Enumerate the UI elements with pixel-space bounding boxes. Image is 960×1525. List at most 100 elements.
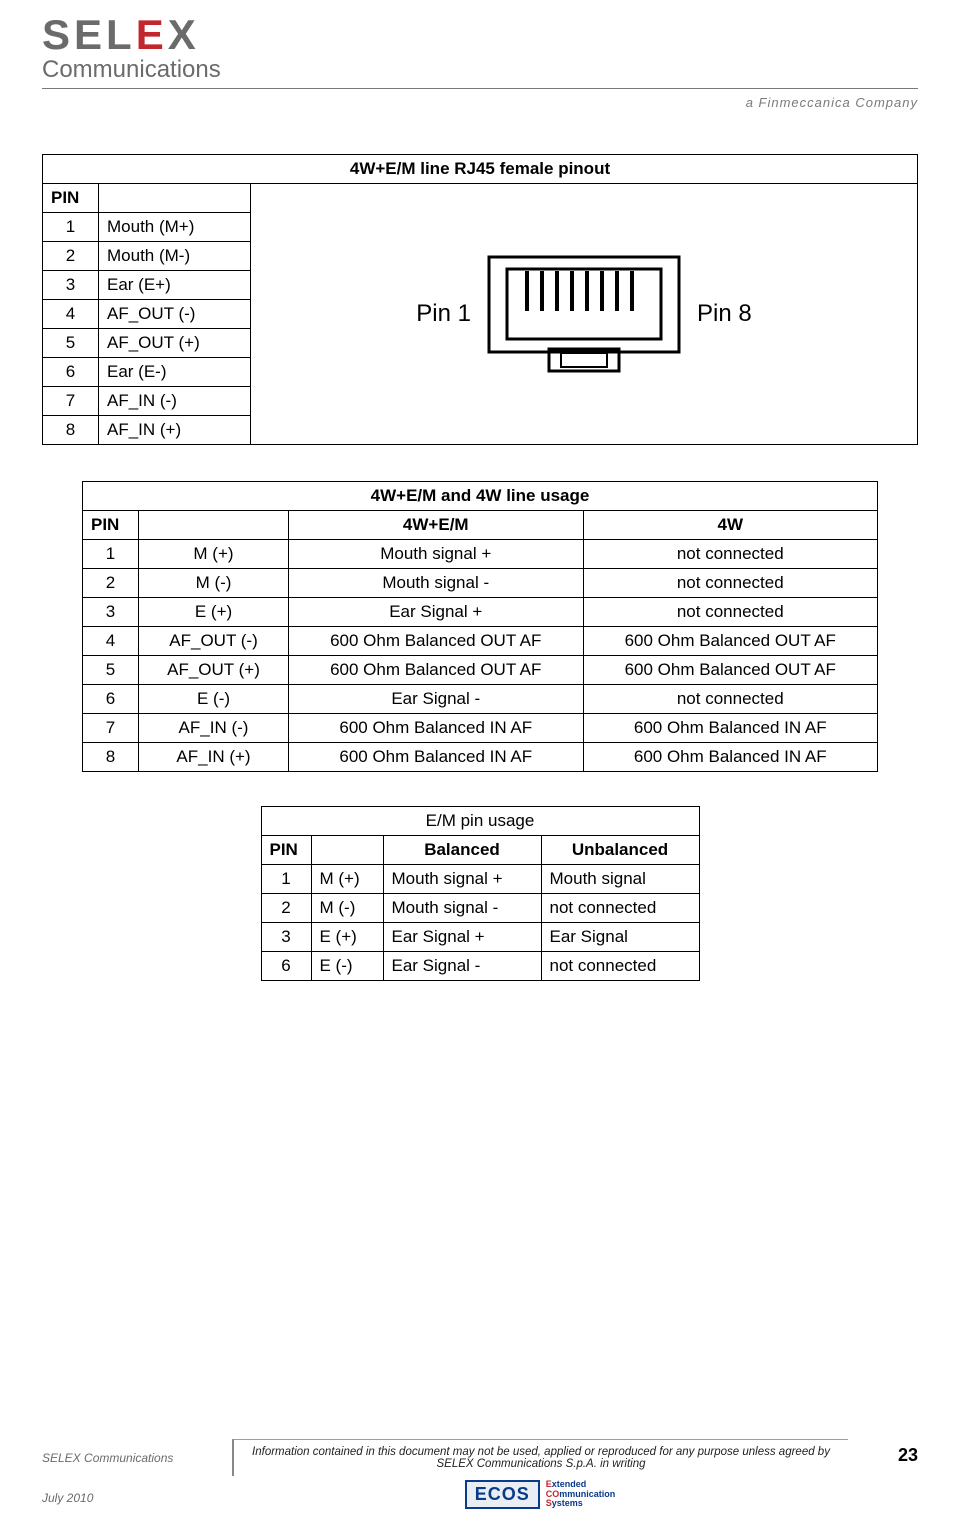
cell: AF_IN (+) [139,742,289,771]
cell: AF_IN (-) [139,713,289,742]
cell: Ear Signal + [289,597,584,626]
footer: SELEX Communications Information contain… [42,1439,918,1509]
pinout-title: 4W+E/M line RJ45 female pinout [43,154,918,183]
col-unbalanced: Unbalanced [541,835,699,864]
table-row: 7AF_IN (-)600 Ohm Balanced IN AF600 Ohm … [83,713,878,742]
ecos-logo: ECOS Extended COmmunication Systems [232,1476,848,1509]
cell: not connected [541,951,699,980]
cell: 6 [261,951,311,980]
cell: E (+) [139,597,289,626]
cell: not connected [583,539,878,568]
table-row: 6E (-)Ear Signal -not connected [261,951,699,980]
cell: 2 [261,893,311,922]
footer-page-number: 23 [848,1439,918,1476]
label-cell: AF_IN (+) [99,415,251,444]
pin1-label: Pin 1 [416,300,471,328]
label-cell: Ear (E+) [99,270,251,299]
label-cell: Mouth (M-) [99,241,251,270]
table-header-row: PIN Pin 1 [43,183,918,212]
cell: Mouth signal - [289,568,584,597]
cell: Mouth signal + [289,539,584,568]
pin-cell: 3 [43,270,99,299]
em-table-wrap: E/M pin usage PIN Balanced Unbalanced 1M… [42,806,918,981]
table-row: 1M (+)Mouth signal +Mouth signal [261,864,699,893]
cell: not connected [583,684,878,713]
blank-header [99,183,251,212]
table-row: 3E (+)Ear Signal +Ear Signal [261,922,699,951]
ecos-expansion: Extended COmmunication Systems [546,1480,616,1508]
col-pin: PIN [261,835,311,864]
cell: Ear Signal [541,922,699,951]
cell: 6 [83,684,139,713]
em-title: E/M pin usage [261,806,699,835]
pin-cell: 6 [43,357,99,386]
table-row: 2M (-)Mouth signal -not connected [83,568,878,597]
logo-text-e: E [136,11,168,58]
pin8-label: Pin 8 [697,300,752,328]
label-cell: AF_OUT (+) [99,328,251,357]
cell: not connected [541,893,699,922]
pin-cell: 1 [43,212,99,241]
cell: M (-) [311,893,383,922]
cell: 8 [83,742,139,771]
ecos-box: ECOS [465,1480,540,1509]
table-row: 5AF_OUT (+)600 Ohm Balanced OUT AF600 Oh… [83,655,878,684]
table-row: 1M (+)Mouth signal +not connected [83,539,878,568]
cell: AF_OUT (-) [139,626,289,655]
footer-company: SELEX Communications [42,1439,232,1476]
cell: M (+) [139,539,289,568]
cell: 600 Ohm Balanced IN AF [289,713,584,742]
cell: 600 Ohm Balanced OUT AF [289,655,584,684]
header-divider [42,88,918,89]
table-row: 4AF_OUT (-)600 Ohm Balanced OUT AF600 Oh… [83,626,878,655]
pin-cell: 4 [43,299,99,328]
col-4w: 4W [583,510,878,539]
label-cell: Ear (E-) [99,357,251,386]
logo-text-post: X [168,11,200,58]
col-sig [311,835,383,864]
label-cell: AF_OUT (-) [99,299,251,328]
cell: E (-) [311,951,383,980]
table-header-row: PIN Balanced Unbalanced [261,835,699,864]
cell: E (-) [139,684,289,713]
header: SELEX Communications [42,12,918,84]
cell: Mouth signal + [383,864,541,893]
cell: 600 Ohm Balanced OUT AF [583,626,878,655]
col-sig [139,510,289,539]
pin-cell: 7 [43,386,99,415]
cell: 600 Ohm Balanced OUT AF [583,655,878,684]
footer-row2: July 2010 ECOS Extended COmmunication Sy… [42,1476,918,1509]
footer-date: July 2010 [42,1481,232,1505]
table-row: 3E (+)Ear Signal +not connected [83,597,878,626]
cell: Ear Signal + [383,922,541,951]
cell: 1 [261,864,311,893]
cell: 600 Ohm Balanced IN AF [583,742,878,771]
pin-cell: 8 [43,415,99,444]
cell: Ear Signal - [383,951,541,980]
cell: E (+) [311,922,383,951]
cell: M (+) [311,864,383,893]
usage-title: 4W+E/M and 4W line usage [83,481,878,510]
cell: 3 [261,922,311,951]
ecos-s-text: ystems [552,1498,583,1508]
col-balanced: Balanced [383,835,541,864]
label-cell: Mouth (M+) [99,212,251,241]
cell: Mouth signal - [383,893,541,922]
cell: 7 [83,713,139,742]
cell: 4 [83,626,139,655]
usage-table-wrap: 4W+E/M and 4W line usage PIN 4W+E/M 4W 1… [42,481,918,772]
cell: Mouth signal [541,864,699,893]
col-4wem: 4W+E/M [289,510,584,539]
table-header-row: PIN 4W+E/M 4W [83,510,878,539]
em-table: E/M pin usage PIN Balanced Unbalanced 1M… [261,806,700,981]
pin-header: PIN [43,183,99,212]
logo-block: SELEX Communications [42,12,221,84]
pinout-table: 4W+E/M line RJ45 female pinout PIN Pin 1 [42,154,918,445]
document-page: SELEX Communications a Finmeccanica Comp… [0,0,960,1525]
label-cell: AF_IN (-) [99,386,251,415]
pin-cell: 2 [43,241,99,270]
rj45-diagram-cell: Pin 1 [251,183,918,444]
cell: 600 Ohm Balanced IN AF [289,742,584,771]
cell: 1 [83,539,139,568]
logo-main: SELEX [42,16,221,54]
